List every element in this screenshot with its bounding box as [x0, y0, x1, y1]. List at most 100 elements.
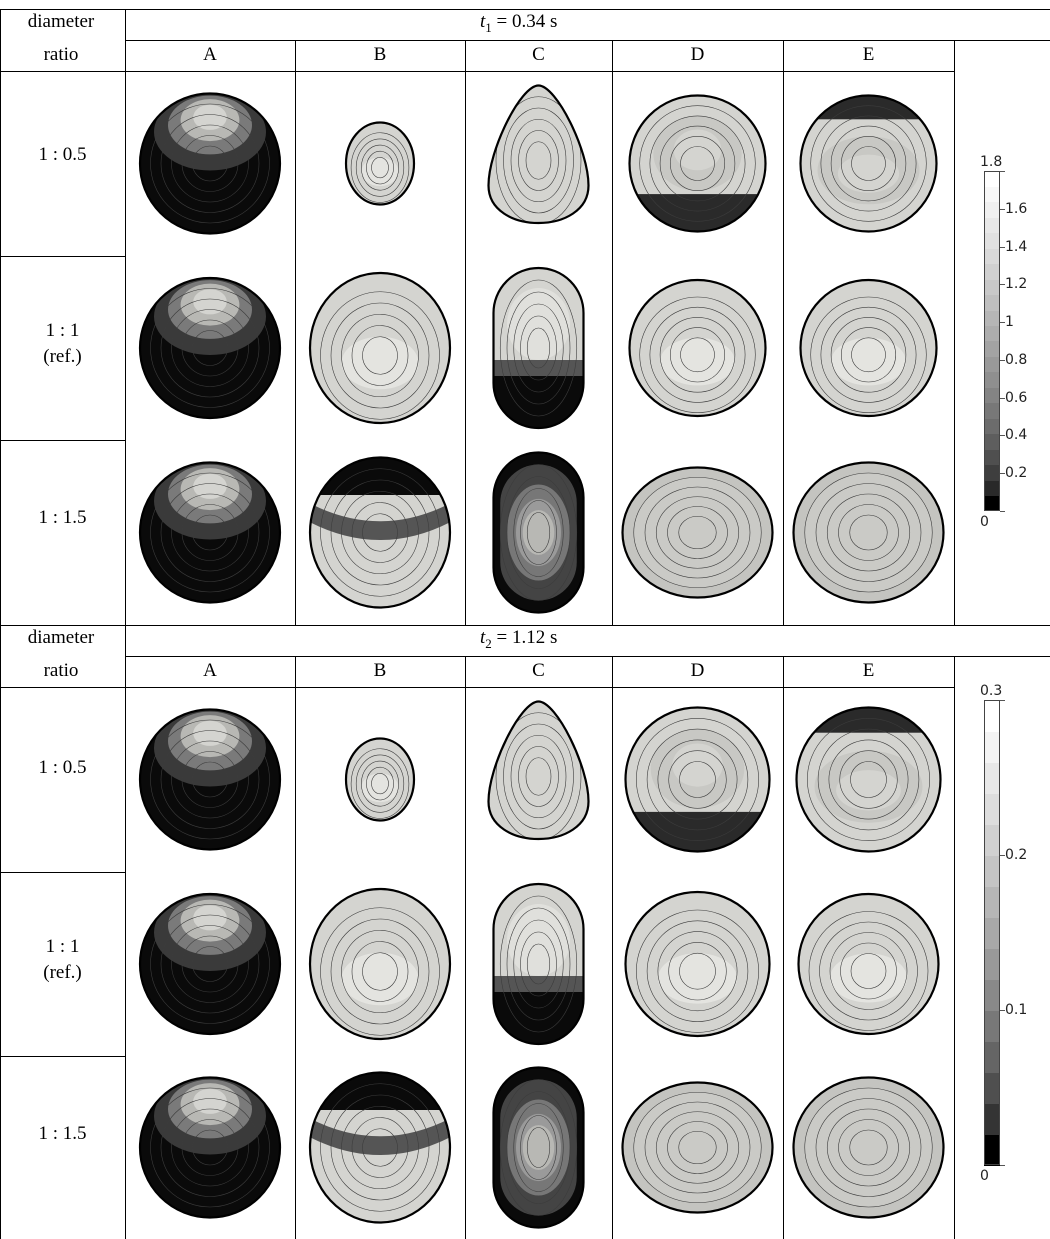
contour-plot-top-row1-col-a [125, 71, 295, 256]
colorbar-segment [984, 824, 1000, 856]
colorbar-segment [984, 700, 1000, 732]
colorbar-tick [1000, 1010, 1005, 1011]
contour-plot-bottom-row2-col-d [612, 872, 783, 1056]
ratio-note-top-row2: (ref.) [43, 346, 82, 367]
contour-plot-bottom-row2-col-b [295, 872, 465, 1056]
colorbar-segment [984, 263, 1000, 280]
colorbar-segment [984, 248, 1000, 265]
colorbar-tick [1000, 246, 1005, 248]
colorbar-segment [984, 855, 1000, 887]
colorbar-tick [1000, 208, 1005, 210]
row-header-top-line2: ratio [43, 44, 79, 65]
contour-plot-bottom-row2-col-e [783, 872, 954, 1056]
rule-bottom-header [125, 656, 1050, 657]
colorbar-segment [984, 402, 1000, 419]
colorbar-segment [984, 387, 1000, 404]
contour-plot-bottom-row3-col-e [783, 1056, 954, 1239]
rule-bottom-row2 [0, 1056, 125, 1057]
contour-plot-top-row1-col-b [295, 71, 465, 256]
colorbar-label: 0 [980, 1168, 989, 1184]
contour-plot-top-row3-col-c [465, 440, 612, 625]
colorbar-segment [984, 449, 1000, 466]
ratio-label-top-row3: 1 : 1.5 [38, 507, 87, 528]
colorbar-segment [984, 495, 1000, 512]
colorbar-segment [984, 886, 1000, 918]
colorbar-segment [984, 418, 1000, 435]
vrule-bc-bottom [465, 656, 466, 1239]
contour-plot-top-row3-col-e [783, 440, 954, 625]
colorbar-tick [1000, 284, 1005, 286]
colorbar-segment [984, 793, 1000, 825]
column-header-e-top: E [862, 44, 875, 65]
contour-plot-bottom-row1-col-d [612, 687, 783, 872]
colorbar-tick [1000, 473, 1005, 475]
colorbar-tick [1000, 511, 1005, 512]
colorbar-segment [984, 731, 1000, 763]
colorbar-label: 1.8 [980, 154, 1003, 170]
contour-plot-bottom-row3-col-b [295, 1056, 465, 1239]
colorbar-segment [984, 371, 1000, 388]
rule-bottom-row1 [0, 872, 125, 873]
colorbar-tick [1000, 700, 1005, 701]
rule-top-row2 [0, 440, 125, 441]
ratio-label-bottom-row1: 1 : 0.5 [38, 757, 87, 778]
colorbar-tick [1000, 1165, 1005, 1166]
vrule-ab-top [295, 40, 296, 625]
vrule-e-right-bottom [954, 656, 955, 1239]
colorbar-tick [1000, 855, 1005, 856]
column-header-b-top: B [373, 44, 387, 65]
rule-middle [0, 625, 1050, 626]
ratio-label-top-row1: 1 : 0.5 [38, 144, 87, 165]
column-header-c-top: C [532, 44, 545, 65]
row-header-bottom-line2: ratio [43, 660, 79, 681]
colorbar-segment [984, 294, 1000, 311]
contour-plot-top-row2-col-c [465, 256, 612, 440]
colorbar-label: 0.3 [980, 683, 1003, 699]
column-header-b-bottom: B [373, 660, 387, 681]
colorbar-segment [984, 480, 1000, 497]
colorbar-label: 0.4 [1005, 427, 1028, 444]
colorbar-segment [984, 1134, 1000, 1166]
colorbar-segment [984, 217, 1000, 234]
colorbar-frame [984, 171, 1000, 511]
colorbar-tick [1000, 359, 1005, 361]
colorbar-segment [984, 1010, 1000, 1042]
vrule-ab-bottom [295, 656, 296, 1239]
colorbar-tick [1000, 322, 1005, 324]
contour-plot-bottom-row2-col-a [125, 872, 295, 1056]
colorbar-segment [984, 310, 1000, 327]
colorbar-label: 1.2 [1005, 276, 1028, 293]
contour-plot-bottom-row3-col-c [465, 1056, 612, 1239]
column-header-c-bottom: C [532, 660, 545, 681]
vrule-bc-top [465, 40, 466, 625]
contour-plot-top-row1-col-e [783, 71, 954, 256]
rule-top-header [125, 40, 1050, 41]
colorbar-label: 0.8 [1005, 351, 1028, 368]
colorbar-label: 0.1 [1005, 1002, 1028, 1018]
contour-plot-top-row1-col-d [612, 71, 783, 256]
rule-top-cols [0, 71, 954, 72]
panel-top-title: t1 = 0.34 s [480, 11, 558, 35]
colorbar-segment [984, 232, 1000, 249]
colorbar-label: 0.2 [1005, 465, 1028, 482]
row-header-bottom-line1: diameter [27, 627, 95, 648]
colorbar-label: 0 [980, 514, 989, 530]
colorbar-segment [984, 979, 1000, 1011]
colorbar-segment [984, 1041, 1000, 1073]
contour-plot-bottom-row1-col-b [295, 687, 465, 872]
column-header-d-top: D [690, 44, 705, 65]
contour-plot-top-row2-col-b [295, 256, 465, 440]
ratio-label-bottom-row3: 1 : 1.5 [38, 1123, 87, 1144]
colorbar-segment [984, 171, 1000, 187]
contour-plot-top-row3-col-a [125, 440, 295, 625]
contour-plot-top-row2-col-e [783, 256, 954, 440]
column-header-d-bottom: D [690, 660, 705, 681]
vrule-cd-top [612, 40, 613, 625]
contour-plot-top-row2-col-d [612, 256, 783, 440]
colorbar-frame [984, 700, 1000, 1165]
colorbar-segment [984, 1072, 1000, 1104]
colorbar-segment [984, 762, 1000, 794]
contour-plot-bottom-row1-col-e [783, 687, 954, 872]
colorbar-label: 0.2 [1005, 847, 1028, 863]
